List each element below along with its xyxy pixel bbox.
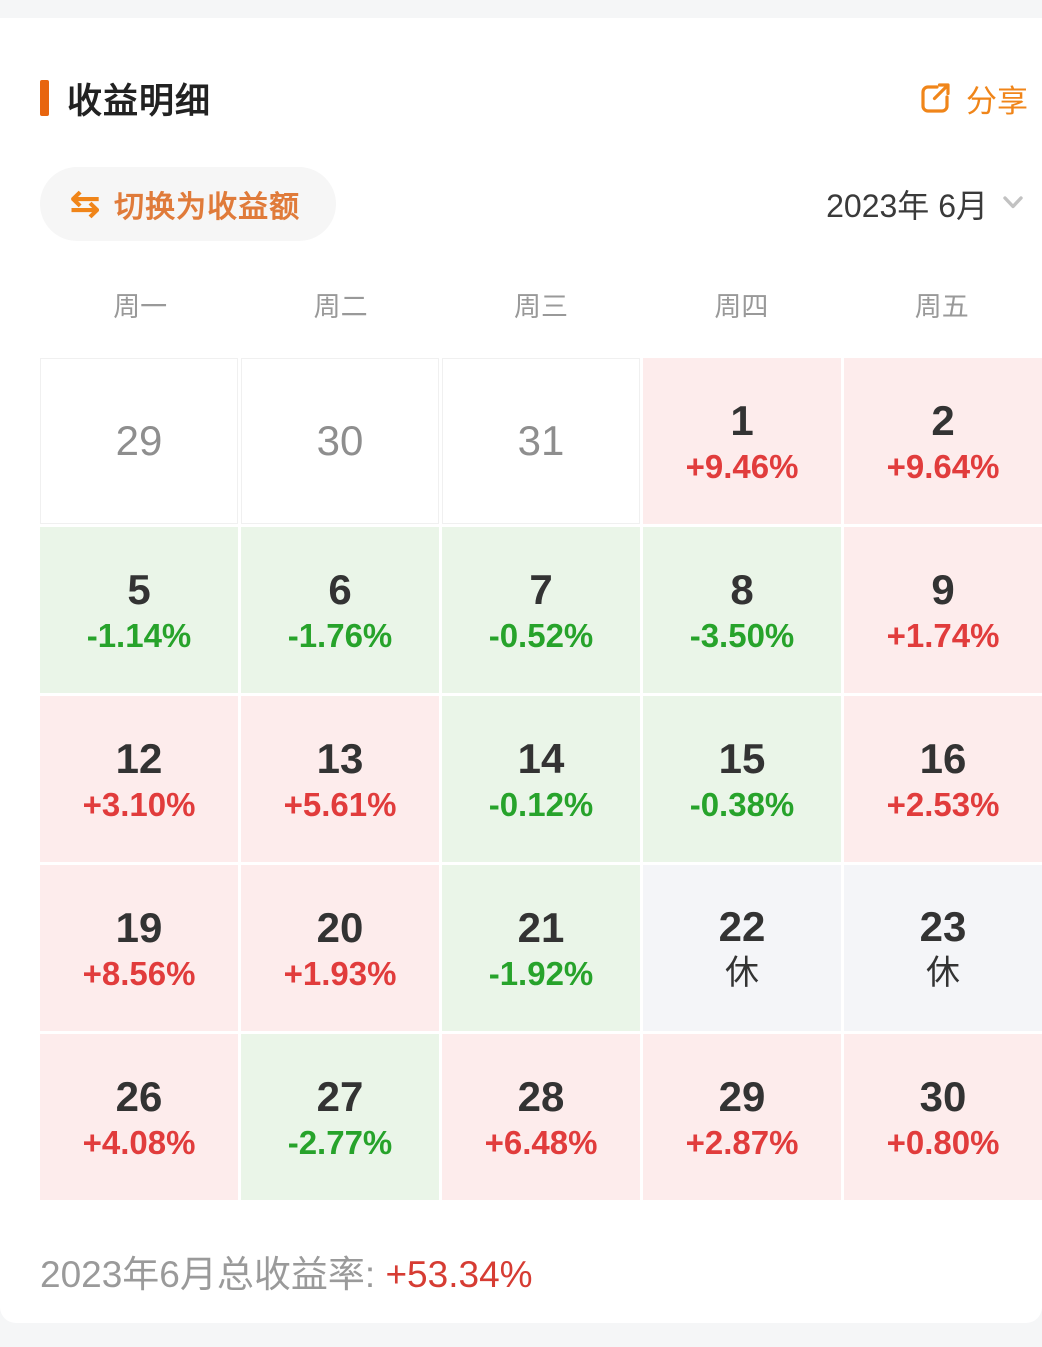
share-button[interactable]: 分享 <box>916 76 1028 121</box>
cell-date: 1 <box>730 396 754 444</box>
weekday-label: 周三 <box>513 292 568 322</box>
share-label: 分享 <box>966 83 1028 119</box>
cell-date: 7 <box>529 565 553 613</box>
cell-value: +2.53% <box>886 785 1000 823</box>
cell-date: 22 <box>718 903 766 950</box>
cell-value: -1.76% <box>287 616 393 654</box>
cell-date: 31 <box>517 417 565 464</box>
swap-arrows-icon: ⇆ <box>70 183 101 224</box>
cell-date: 20 <box>316 903 364 951</box>
monthly-summary: 2023年6月总收益率: +53.34% <box>40 1244 1042 1298</box>
calendar-cell: 7 -0.52% <box>442 527 640 693</box>
cell-date: 23 <box>919 903 967 950</box>
calendar-cell: 2 +9.64% <box>844 358 1042 524</box>
toggle-label: 切换为收益额 <box>114 191 301 224</box>
chevron-down-icon <box>998 187 1028 222</box>
weekday-label: 周五 <box>914 292 969 322</box>
cell-date: 12 <box>115 734 163 782</box>
toolbar: ⇆ 切换为收益额 2023年 6月 <box>0 167 1042 241</box>
cell-value: -0.38% <box>689 785 795 823</box>
cell-value: 休 <box>926 954 960 992</box>
cell-value: -1.92% <box>488 954 594 992</box>
calendar-cell: 29 <box>40 358 238 524</box>
cell-value: -3.50% <box>689 616 795 654</box>
cell-date: 6 <box>328 565 352 613</box>
cell-value: -0.52% <box>488 616 594 654</box>
cell-value: +1.74% <box>886 616 1000 654</box>
calendar-cell: 22 休 <box>643 865 841 1031</box>
cell-value: +6.48% <box>484 1123 598 1161</box>
cell-date: 30 <box>919 1072 967 1120</box>
cell-value: +9.46% <box>685 447 799 485</box>
cell-date: 28 <box>517 1072 565 1120</box>
calendar-cell: 19 +8.56% <box>40 865 238 1031</box>
cell-value: +9.64% <box>886 447 1000 485</box>
profit-detail-card: 收益明细 分享 ⇆ 切换为收益额 2023年 6月 <box>0 18 1042 1323</box>
calendar-cell: 16 +2.53% <box>844 696 1042 862</box>
cell-value: +2.87% <box>685 1123 799 1161</box>
cell-date: 29 <box>115 417 163 464</box>
calendar-cell: 26 +4.08% <box>40 1034 238 1200</box>
cell-value: 休 <box>725 954 759 992</box>
cell-date: 14 <box>517 734 565 782</box>
cell-date: 13 <box>316 734 364 782</box>
cell-date: 26 <box>115 1072 163 1120</box>
calendar-cell: 21 -1.92% <box>442 865 640 1031</box>
switch-to-amount-button[interactable]: ⇆ 切换为收益额 <box>40 167 337 241</box>
calendar-cell: 30 <box>241 358 439 524</box>
summary-value: +53.34% <box>385 1254 533 1295</box>
calendar-cell: 1 +9.46% <box>643 358 841 524</box>
cell-date: 5 <box>127 565 151 613</box>
calendar-cell: 23 休 <box>844 865 1042 1031</box>
calendar-cell: 8 -3.50% <box>643 527 841 693</box>
calendar-cell: 15 -0.38% <box>643 696 841 862</box>
cell-date: 8 <box>730 565 754 613</box>
calendar-cell: 6 -1.76% <box>241 527 439 693</box>
calendar-cell: 31 <box>442 358 640 524</box>
cell-date: 2 <box>931 396 955 444</box>
calendar-cell: 30 +0.80% <box>844 1034 1042 1200</box>
calendar-cell: 14 -0.12% <box>442 696 640 862</box>
cell-value: -1.14% <box>86 616 192 654</box>
month-selector[interactable]: 2023年 6月 <box>826 181 1028 227</box>
page-title: 收益明细 <box>67 81 212 121</box>
cell-date: 30 <box>316 417 364 464</box>
cell-date: 16 <box>919 734 967 782</box>
cell-value: +8.56% <box>82 954 196 992</box>
calendar-cell: 27 -2.77% <box>241 1034 439 1200</box>
cell-date: 29 <box>718 1072 766 1120</box>
calendar-cell: 13 +5.61% <box>241 696 439 862</box>
calendar-cell: 9 +1.74% <box>844 527 1042 693</box>
calendar-cell: 5 -1.14% <box>40 527 238 693</box>
cell-value: +5.61% <box>283 785 397 823</box>
title-accent-bar <box>40 80 49 116</box>
calendar-cell: 29 +2.87% <box>643 1034 841 1200</box>
cell-value: -2.77% <box>287 1123 393 1161</box>
cell-date: 27 <box>316 1072 364 1120</box>
weekday-label: 周四 <box>714 292 769 322</box>
cell-date: 21 <box>517 903 565 951</box>
cell-value: -0.12% <box>488 785 594 823</box>
cell-date: 9 <box>931 565 955 613</box>
weekday-label: 周一 <box>113 292 168 322</box>
calendar-cell: 12 +3.10% <box>40 696 238 862</box>
calendar-cell: 28 +6.48% <box>442 1034 640 1200</box>
calendar-grid: 29 30 31 1 +9.46% 2 +9.64% 5 -1.14% 6 -1.76% 7 -0.52… <box>40 358 1042 1200</box>
cell-value: +1.93% <box>283 954 397 992</box>
header: 收益明细 分享 <box>0 18 1042 121</box>
calendar-cell: 20 +1.93% <box>241 865 439 1031</box>
share-external-icon <box>916 79 954 117</box>
cell-date: 19 <box>115 903 163 951</box>
summary-label: 2023年6月总收益率: <box>40 1254 376 1295</box>
cell-value: +3.10% <box>82 785 196 823</box>
title-wrap: 收益明细 <box>40 73 211 124</box>
cell-date: 15 <box>718 734 766 782</box>
cell-value: +0.80% <box>886 1123 1000 1161</box>
cell-value: +4.08% <box>82 1123 196 1161</box>
weekday-label: 周二 <box>313 292 368 322</box>
weekday-header: 周一 周二 周三 周四 周五 <box>40 285 1042 324</box>
month-label: 2023年 6月 <box>826 188 988 224</box>
